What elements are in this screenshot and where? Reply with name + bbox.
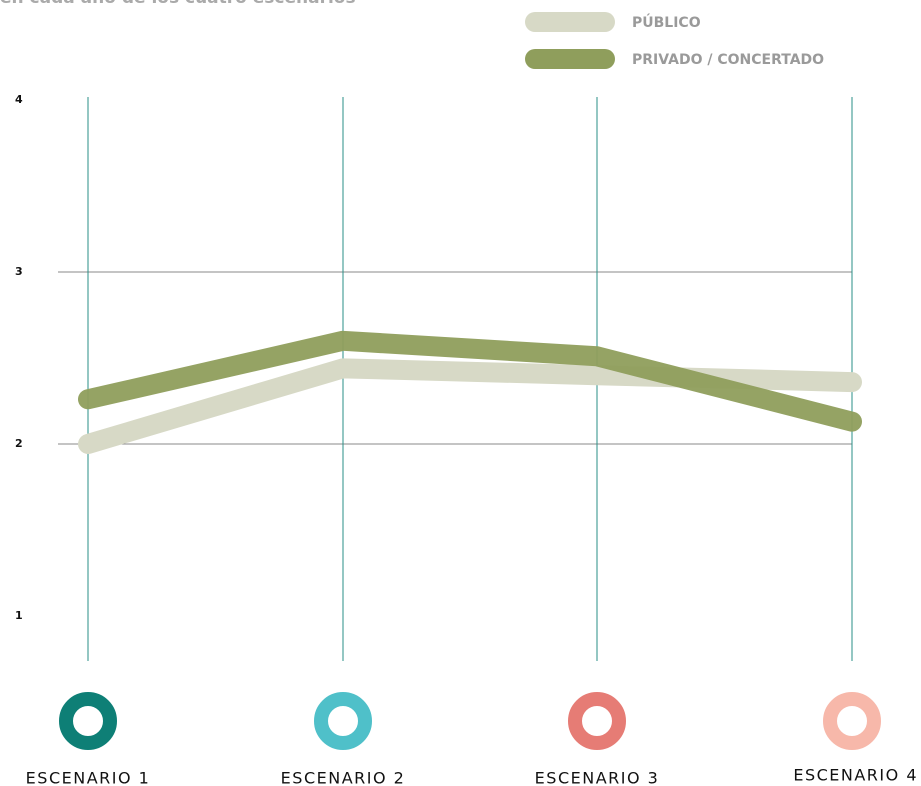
x-tick-label: ESCENARIO 1 (26, 769, 151, 786)
x-tick-label: ESCENARIO 3 (535, 769, 660, 786)
chart-subtitle: en cada año de los cuatro escenarios (0, 0, 356, 8)
x-tick-label: ESCENARIO 2 (281, 769, 406, 786)
legend-label: PÚBLICO (632, 13, 701, 31)
scenario-icon (59, 692, 117, 750)
scenario-icon (314, 692, 372, 750)
scenario-icon (823, 692, 881, 750)
x-tick-label: ESCENARIO 4 (793, 766, 918, 785)
y-tick-label: 3 (15, 265, 23, 278)
series-line (78, 330, 862, 432)
y-tick-label: 4 (15, 93, 23, 106)
y-tick-label: 2 (15, 437, 23, 450)
y-tick-label: 1 (15, 609, 23, 622)
scenario-icon (568, 692, 626, 750)
legend-label: PRIVADO / CONCERTADO (632, 52, 824, 68)
